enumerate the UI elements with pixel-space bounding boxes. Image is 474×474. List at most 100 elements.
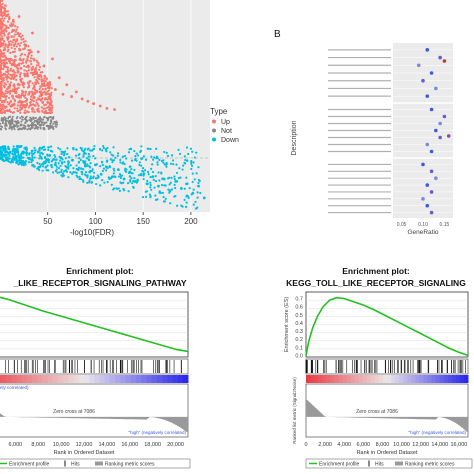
up-point — [0, 52, 2, 55]
legend-label: Up — [221, 119, 230, 126]
up-point — [36, 75, 39, 78]
down-point — [123, 189, 126, 192]
down-point — [175, 171, 179, 175]
enrichment-profile-line — [0, 296, 189, 353]
data-point-down — [157, 184, 160, 188]
up-point — [35, 101, 38, 104]
go-term-point — [421, 162, 425, 167]
data-point-up — [31, 31, 34, 35]
not-point — [49, 116, 52, 119]
up-point — [33, 84, 36, 87]
down-point — [125, 157, 128, 160]
y-tick-label: 0.3 — [295, 329, 303, 335]
down-point — [190, 167, 193, 171]
ranking-color-segment — [399, 375, 404, 383]
data-point-down — [82, 161, 86, 164]
up-point — [20, 62, 23, 65]
up-point — [0, 54, 2, 57]
not-point — [40, 121, 43, 124]
up-point — [20, 38, 23, 41]
down-point — [165, 162, 168, 165]
not-point — [19, 116, 22, 119]
not-point — [49, 122, 52, 125]
down-point — [4, 151, 7, 154]
down-point — [159, 191, 162, 194]
up-point — [24, 96, 27, 99]
down-point — [162, 195, 165, 199]
data-point-up — [15, 95, 19, 98]
down-point — [77, 161, 80, 164]
up-point — [9, 81, 13, 84]
not-point — [21, 118, 24, 121]
not-point — [43, 122, 46, 125]
y-tick-label: 0.7 — [295, 297, 303, 303]
down-point — [188, 187, 191, 190]
up-point — [15, 78, 18, 81]
up-point — [0, 36, 2, 40]
down-point — [26, 156, 29, 159]
down-point — [58, 171, 61, 174]
up-point — [0, 94, 3, 97]
up-point — [33, 91, 36, 94]
up-point — [24, 106, 27, 109]
data-point-up — [6, 36, 10, 40]
down-point — [170, 188, 174, 191]
go-term-point — [425, 142, 430, 147]
data-point-up — [53, 88, 57, 91]
go-term-point — [434, 128, 438, 133]
up-point — [0, 77, 2, 80]
up-point — [14, 25, 17, 28]
down-point — [143, 169, 147, 172]
down-point — [130, 159, 134, 162]
down-point — [81, 179, 85, 182]
down-point — [138, 163, 141, 167]
ranking-color-segment — [11, 375, 17, 383]
up-point — [43, 107, 46, 110]
up-point — [50, 104, 54, 107]
up-point — [3, 111, 7, 114]
down-point — [46, 159, 49, 162]
up-point — [32, 96, 35, 99]
data-point-down — [202, 196, 206, 200]
data-point-up — [98, 104, 102, 108]
ranking-color-segment — [151, 375, 158, 383]
ranking-color-segment — [68, 375, 75, 383]
x-tick-label: 8,000 — [376, 442, 390, 448]
down-point — [57, 162, 60, 165]
data-point-up — [42, 64, 46, 68]
data-point-down — [151, 175, 155, 179]
down-point — [38, 154, 41, 157]
not-point — [2, 120, 5, 123]
up-point — [38, 68, 41, 71]
data-point-up — [19, 66, 23, 70]
down-point — [118, 189, 122, 192]
down-point — [154, 175, 157, 178]
up-point — [31, 71, 34, 75]
up-point — [9, 99, 12, 102]
data-point-down — [88, 170, 92, 174]
up-point — [16, 69, 19, 72]
up-point — [10, 22, 13, 25]
down-point — [99, 165, 102, 168]
down-point — [44, 166, 47, 169]
ranking-color-segment — [358, 375, 364, 383]
up-point — [17, 86, 20, 90]
down-point — [71, 172, 74, 175]
down-point — [190, 160, 193, 164]
up-point — [3, 48, 6, 52]
up-point — [0, 62, 4, 65]
down-point — [195, 151, 198, 154]
ranking-color-segment — [326, 375, 331, 383]
down-point — [160, 184, 164, 187]
down-point — [17, 156, 21, 160]
down-point — [31, 163, 35, 167]
legend-label: Enrichment profile — [319, 461, 360, 467]
down-point — [158, 179, 161, 182]
down-point — [195, 172, 198, 175]
down-point — [2, 158, 5, 161]
up-point — [0, 27, 3, 31]
down-point — [155, 147, 158, 150]
ranking-color-segment — [387, 375, 392, 383]
plot-title-line2: _LIKE_RECEPTOR_SIGNALING_PATHWAY — [12, 278, 186, 288]
down-point — [127, 151, 131, 154]
